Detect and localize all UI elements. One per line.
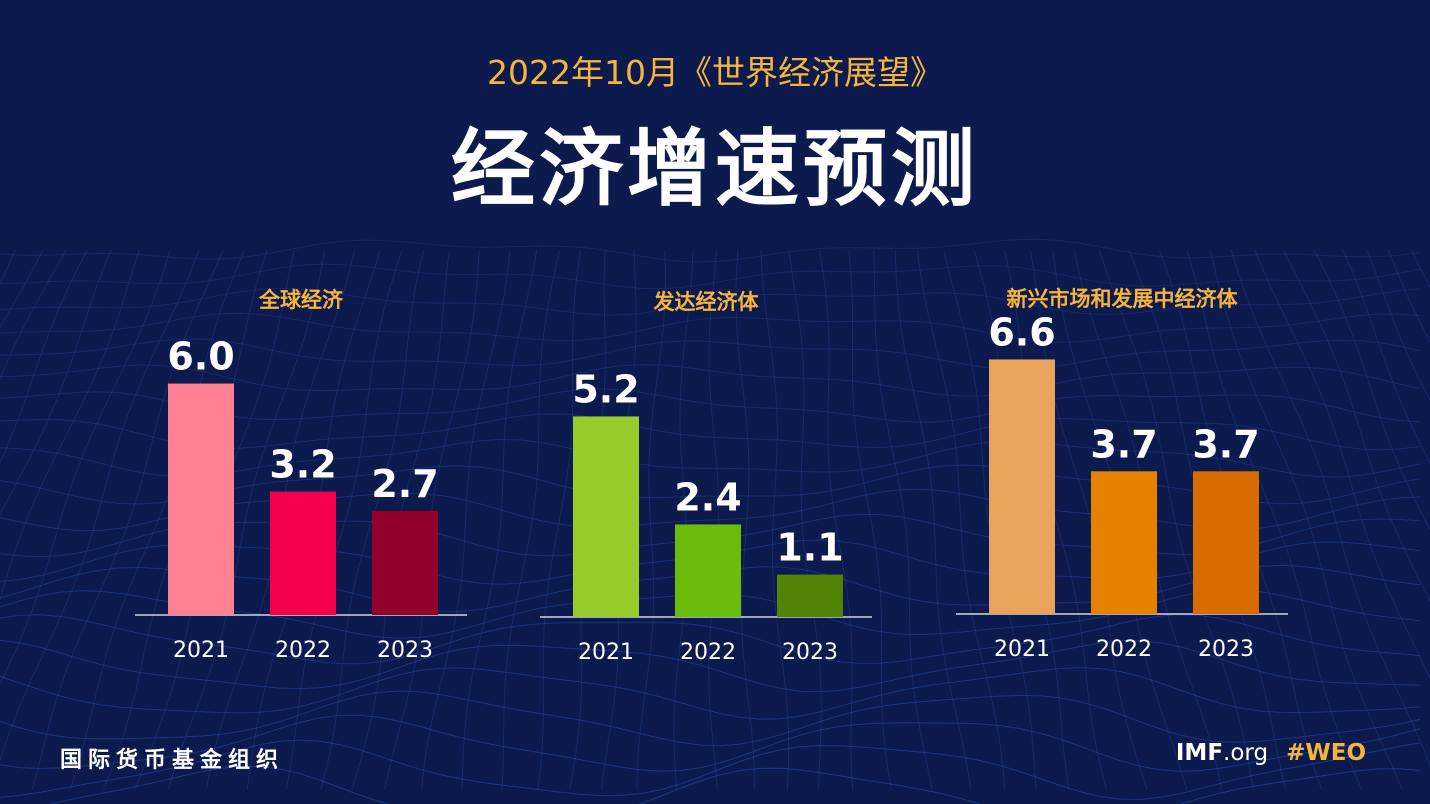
bar-2021 [989, 359, 1055, 614]
bar-2023 [777, 574, 843, 617]
data-label: 1.1 [776, 526, 843, 570]
chart-title: 发达经济体 [653, 290, 759, 314]
hashtag[interactable]: #WEO [1286, 740, 1366, 766]
mesh-line [819, 249, 854, 791]
mesh-line [1186, 249, 1363, 791]
bar-chart: 6.6 2021 3.7 2022 3.7 2023 [956, 310, 1288, 662]
mesh-line [1313, 249, 1430, 531]
bar-2022 [270, 491, 336, 615]
x-tick-label: 2023 [782, 640, 838, 665]
mesh-line [167, 249, 326, 791]
mesh-line [48, 765, 1421, 804]
mesh-line [461, 249, 538, 791]
mesh-line [636, 249, 666, 791]
mesh-line [1098, 249, 1254, 791]
mesh-line [943, 249, 1037, 791]
mesh-line [0, 388, 1421, 423]
mesh-line [69, 249, 246, 791]
data-label: 5.2 [572, 367, 639, 411]
x-tick-label: 2023 [377, 638, 433, 663]
mesh-line [0, 364, 1421, 397]
mesh-line [0, 263, 1421, 290]
page-title: 经济增速预测 [450, 120, 979, 218]
chart-title: 新兴市场和发展中经济体 [1006, 287, 1238, 311]
mesh-line [916, 249, 1006, 791]
x-tick-label: 2021 [173, 638, 229, 663]
mesh-line [1003, 249, 1107, 791]
mesh-line [1366, 249, 1430, 402]
chart-title: 全球经济 [259, 288, 343, 312]
mesh-line [421, 249, 511, 791]
data-label: 3.7 [1192, 422, 1259, 466]
bar-2021 [168, 383, 234, 615]
mesh-line [0, 249, 88, 464]
mesh-line [0, 413, 1421, 451]
chart-emerging-economies: 新兴市场和发展中经济体 6.6 2021 3.7 2022 3.7 2023 [956, 283, 1288, 683]
bar-chart: 5.2 2021 2.4 2022 1.1 2023 [540, 367, 872, 665]
mesh-line [1388, 249, 1430, 343]
subtitle: 2022年10月《世界经济展望》 [487, 53, 943, 92]
data-label: 2.4 [674, 475, 741, 519]
mesh-line [708, 249, 720, 791]
footer-brand: IMF.org #WEO [1176, 740, 1366, 766]
mesh-line [0, 249, 200, 763]
chart-global-economy: 全球经济 6.0 2021 3.2 2022 2.7 2023 [135, 284, 467, 684]
data-label: 6.0 [167, 335, 234, 379]
x-tick-label: 2023 [1198, 637, 1254, 662]
mesh-line [1342, 249, 1430, 464]
domain-text[interactable]: .org [1223, 740, 1269, 766]
mesh-line [285, 249, 403, 791]
bar-2023 [1193, 471, 1259, 614]
mesh-line [0, 690, 1421, 747]
data-label: 3.2 [269, 443, 336, 487]
mesh-line [0, 639, 1421, 693]
mesh-line [0, 287, 1421, 316]
mesh-line [0, 249, 112, 516]
mesh-line [873, 249, 933, 791]
mesh-line [0, 464, 1421, 505]
mesh-line [0, 739, 1421, 800]
mesh-line [788, 249, 822, 791]
x-tick-label: 2021 [994, 637, 1050, 662]
data-label: 3.7 [1090, 422, 1157, 466]
mesh-line [31, 249, 224, 791]
mesh-line [0, 338, 1421, 371]
mesh-line [1254, 249, 1430, 680]
mesh-line [735, 249, 755, 791]
mesh-line [760, 249, 790, 791]
x-tick-label: 2021 [578, 640, 634, 665]
chart-advanced-economies: 发达经济体 5.2 2021 2.4 2022 1.1 2023 [540, 286, 872, 686]
data-label: 2.7 [371, 462, 438, 506]
x-tick-label: 2022 [1096, 637, 1152, 662]
bar-2021 [573, 416, 639, 617]
org-name: 国际货币基金组织 [60, 748, 285, 773]
mesh-line [848, 249, 892, 791]
mesh-line [501, 249, 560, 791]
mesh-line [0, 249, 171, 685]
mesh-line [0, 249, 140, 601]
mesh-line [0, 312, 1421, 343]
mesh-line [673, 249, 694, 791]
data-label: 6.6 [988, 310, 1055, 354]
x-tick-label: 2022 [275, 638, 331, 663]
mesh-line [0, 249, 16, 285]
bar-chart: 6.0 2021 3.2 2022 2.7 2023 [135, 335, 467, 663]
mesh-line [1230, 249, 1430, 767]
mesh-line [0, 438, 1421, 478]
x-tick-label: 2022 [680, 640, 736, 665]
mesh-line [0, 667, 1421, 720]
bar-2022 [1091, 471, 1157, 614]
mesh-line [1282, 249, 1430, 603]
mesh-line [0, 488, 1421, 532]
mesh-line [1030, 249, 1148, 791]
bar-2022 [675, 524, 741, 617]
mesh-line [0, 249, 67, 381]
mesh-line [537, 249, 582, 791]
mesh-line [894, 249, 972, 791]
mesh-line [0, 714, 1421, 772]
mesh-line [0, 238, 1421, 263]
bar-2023 [372, 510, 438, 615]
mesh-line [1209, 249, 1403, 791]
imf-logo-text[interactable]: IMF [1175, 740, 1224, 766]
